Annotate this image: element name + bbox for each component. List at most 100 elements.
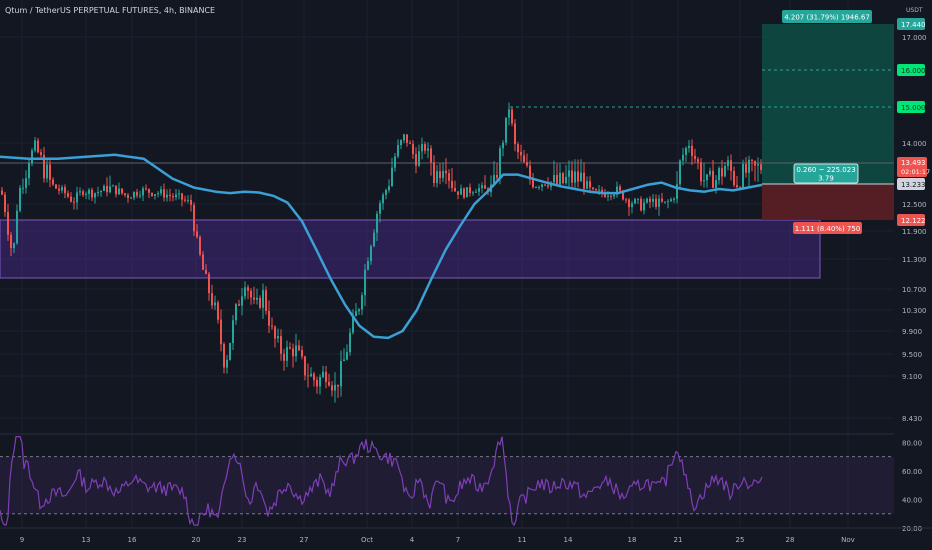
candle-body [508,109,510,118]
candle-body [730,160,732,171]
candle [628,198,630,216]
candle-body [151,192,153,196]
candle-body [418,151,420,166]
candle [640,196,642,212]
candle-body [733,170,735,185]
candle-body [325,371,327,382]
candle [463,187,465,200]
candle [556,163,558,186]
candle [760,159,762,174]
candle-body [7,212,9,235]
candle-body [331,385,333,391]
candle [352,309,354,335]
candle-body [493,175,495,185]
support-zone [0,219,821,279]
candle [142,186,144,202]
price-tag-green-2: 15.000 [901,104,926,112]
candle [733,166,735,188]
candle [691,139,693,165]
candle [454,180,456,192]
candle-body [742,163,744,188]
candle [55,183,57,189]
candle-body [121,188,123,194]
candle-body [250,290,252,298]
rsi-tick-label: 20.00 [902,525,922,533]
candle [475,188,477,193]
candle-body [199,236,201,255]
candle-body [172,195,174,198]
candle-body [484,185,486,189]
candle [124,192,126,198]
price-tag-green-1-bg [897,64,925,76]
candle [703,163,705,188]
candle-body [649,198,651,202]
candle-body [85,193,87,195]
candle-body [103,185,105,191]
candle [448,168,450,189]
candle-body [70,196,72,202]
candle [163,183,165,202]
candle-body [568,170,570,177]
moving-average-line [0,153,763,340]
candle-body [178,193,180,195]
candle-body [475,191,477,193]
candle-body [190,199,192,205]
candle [208,271,210,301]
candle-body [31,150,33,164]
candle-body [283,353,285,361]
candle-body [352,316,354,333]
candle-body [43,155,45,179]
candle [502,140,504,157]
candle [169,188,171,202]
zones [0,24,894,279]
candle [523,150,525,163]
candle-body [424,144,426,151]
candle [4,191,6,217]
candle [580,159,582,182]
candle [589,176,591,192]
candle [586,176,588,190]
candle-body [442,170,444,179]
candle-body [571,170,573,183]
candle-body [640,198,642,211]
candle-body [739,187,741,189]
candle-body [391,167,393,187]
candle [136,189,138,199]
candle [253,286,255,305]
candle-body [709,170,711,175]
candle [316,376,318,394]
candle [472,190,474,196]
candle-body [592,187,594,190]
candle [694,148,696,163]
candle [688,140,690,153]
x-tick-label: 7 [456,536,460,544]
candle-body [73,201,75,203]
candle [361,292,363,316]
symbol-title: Qtum / TetherUS PERPETUAL FUTURES, 4h, B… [5,6,216,15]
candle [724,162,726,178]
candle-body [205,269,207,274]
candle [190,194,192,212]
candle [250,288,252,305]
candle-body [505,117,507,143]
candle [511,107,513,127]
candle [709,167,711,177]
candle-body [601,189,603,194]
candle [49,160,51,188]
ma-line [0,153,763,340]
candle-body [184,199,186,201]
candle [592,187,594,191]
candle-body [580,172,582,182]
price-tag-top: 17.440 [901,21,926,29]
candle-body [181,193,183,200]
candle [325,365,327,389]
candle [22,178,24,194]
candle [406,134,408,147]
candle-body [535,187,537,189]
candle [637,198,639,205]
candle [16,204,18,245]
candle-body [712,170,714,188]
candle [643,198,645,215]
candle [652,193,654,208]
